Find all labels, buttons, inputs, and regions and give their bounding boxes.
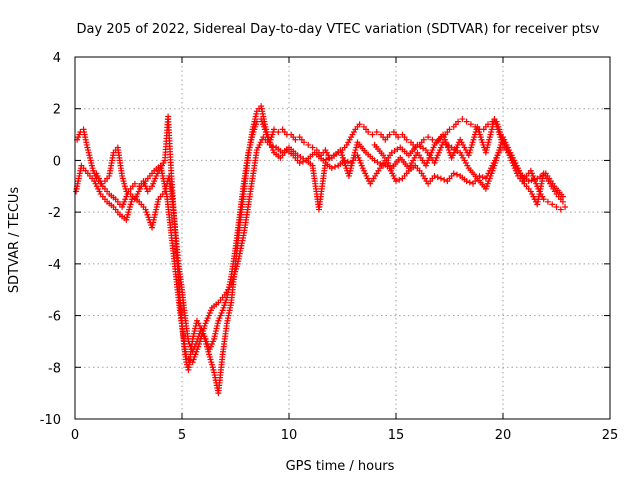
- data-point: [325, 155, 332, 162]
- data-point: [549, 201, 556, 208]
- data-point: [403, 136, 410, 143]
- data-point: [395, 134, 402, 141]
- data-point: [386, 131, 393, 138]
- data-point: [305, 141, 312, 148]
- data-point: [531, 176, 538, 183]
- data-point: [467, 121, 474, 128]
- x-tick-label: 5: [178, 428, 186, 443]
- data-point: [559, 193, 566, 200]
- data-point: [540, 196, 547, 203]
- data-point: [544, 198, 551, 205]
- data-point: [463, 178, 470, 185]
- data-point: [429, 136, 436, 143]
- data-point: [275, 128, 282, 135]
- x-axis-label: GPS time / hours: [286, 459, 395, 474]
- data-point: [425, 134, 432, 141]
- data-point: [292, 136, 299, 143]
- y-tick-label: 0: [53, 154, 61, 169]
- data-point: [369, 131, 376, 138]
- y-axis-label: SDTVAR / TECUs: [7, 187, 22, 294]
- y-tick-label: 4: [53, 51, 61, 66]
- data-point: [528, 177, 535, 184]
- series-track-4: [371, 116, 566, 200]
- y-tick-label: 2: [53, 103, 61, 118]
- grid-lines: [75, 57, 610, 419]
- x-tick-label: 20: [495, 428, 512, 443]
- data-point: [434, 174, 441, 181]
- x-tick-label: 15: [388, 428, 405, 443]
- data-point: [323, 156, 330, 163]
- data-point: [485, 121, 492, 128]
- data-point: [393, 178, 399, 185]
- data-point: [328, 165, 335, 172]
- data-point: [557, 206, 564, 213]
- y-tick-label: -10: [40, 413, 61, 428]
- tick-labels: 0 5 10 15 20 25 -10 -8 -6 -4 -2 0 2 4: [40, 51, 619, 443]
- data-point: [479, 174, 486, 181]
- data-point: [441, 176, 448, 183]
- data-point: [446, 126, 453, 133]
- y-tick-label: -2: [48, 206, 61, 221]
- y-tick-label: -8: [48, 361, 61, 376]
- axis-ticks: [74, 56, 611, 420]
- data-point: [396, 176, 403, 183]
- data-point: [253, 118, 260, 125]
- data-point: [266, 141, 273, 148]
- data-point: [296, 160, 303, 167]
- series-track-1: [74, 103, 569, 397]
- data-point: [455, 118, 462, 125]
- data-point: [525, 178, 532, 185]
- series-track-3: [93, 134, 515, 366]
- x-tick-label: 0: [71, 428, 79, 443]
- data-point: [332, 163, 339, 170]
- data-point: [463, 118, 470, 125]
- y-tick-label: -4: [48, 258, 61, 273]
- data-point: [271, 126, 278, 133]
- x-tick-label: 10: [281, 428, 298, 443]
- data-point: [269, 143, 276, 150]
- data-points: [73, 103, 569, 397]
- data-point: [373, 128, 380, 135]
- data-point: [309, 144, 316, 151]
- data-point: [453, 171, 460, 178]
- data-point: [131, 180, 138, 187]
- data-point: [320, 157, 327, 164]
- data-point: [365, 128, 372, 135]
- data-point: [559, 198, 566, 205]
- plot-frame: [74, 56, 611, 420]
- data-point: [344, 158, 351, 165]
- data-point: [553, 203, 560, 210]
- data-point: [466, 179, 473, 186]
- data-point: [459, 116, 466, 123]
- data-point: [356, 121, 363, 128]
- y-tick-label: -6: [48, 310, 61, 325]
- data-point: [450, 170, 457, 177]
- data-point: [562, 203, 569, 210]
- data-point: [300, 139, 307, 146]
- data-point: [420, 136, 427, 143]
- x-tick-label: 25: [602, 428, 619, 443]
- chart-title: Day 205 of 2022, Sidereal Day-to-day VTE…: [77, 22, 600, 37]
- data-point: [437, 175, 444, 182]
- data-point: [431, 172, 438, 179]
